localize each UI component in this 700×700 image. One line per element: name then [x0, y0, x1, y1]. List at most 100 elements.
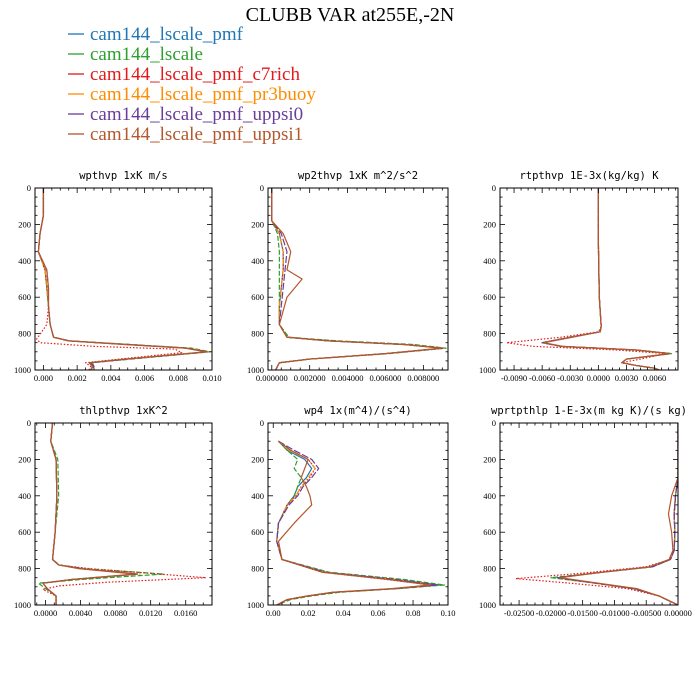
series-line [550, 423, 678, 605]
y-tick-label: 0 [27, 183, 31, 193]
y-tick-label: 1000 [479, 365, 496, 375]
series-line [515, 423, 678, 605]
legend-label: cam144_lscale_pmf_uppsi1 [90, 124, 303, 145]
legend-label: cam144_lscale_pmf [90, 24, 244, 45]
y-tick-label: 0 [492, 183, 496, 193]
y-tick-label: 600 [483, 292, 496, 302]
y-tick-label: 800 [483, 329, 496, 339]
series-line [36, 188, 183, 370]
legend-item: cam144_lscale_pmf_c7rich [68, 64, 300, 85]
legend-label: cam144_lscale [90, 44, 203, 65]
x-tick-label: 0.0040 [69, 608, 92, 618]
figure-title: CLUBB VAR at255E,-2N [246, 4, 455, 26]
x-tick-label: -0.01500 [567, 608, 597, 618]
series-group [505, 188, 673, 370]
x-tick-label: 0.008000 [407, 373, 439, 383]
y-tick-label: 1000 [247, 600, 264, 610]
plot-frame [34, 422, 213, 606]
series-line [541, 188, 672, 370]
x-tick-label: 0.02 [301, 608, 316, 618]
panel-title: rtpthvp 1E-3x(kg/kg) K [519, 170, 659, 182]
y-tick-label: 400 [251, 491, 264, 501]
x-tick-label: -0.02500 [504, 608, 534, 618]
y-tick-label: 200 [483, 219, 496, 229]
series-line [541, 188, 672, 370]
x-tick-label: 0.004000 [332, 373, 364, 383]
y-tick-label: 200 [18, 454, 31, 464]
x-tick-label: 0.08 [406, 608, 421, 618]
panel-title: wprtpthlp 1-E-3x(m kg K)/(s kg) [491, 405, 687, 417]
series-group [37, 423, 207, 605]
series-line [276, 440, 440, 605]
series-line [37, 188, 208, 370]
x-tick-label: 0.0160 [174, 608, 197, 618]
panel-title: wpthvp 1xK m/s [79, 170, 168, 182]
series-line [543, 188, 671, 370]
legend-item: cam144_lscale_pmf_uppsi0 [68, 104, 303, 125]
chart-panel: wp2thvp 1xK m^2/s^2020040060080010000.00… [247, 170, 449, 383]
x-tick-label: 0.0000 [34, 608, 57, 618]
y-tick-label: 1000 [14, 365, 31, 375]
series-line [37, 188, 211, 370]
series-group [276, 440, 446, 605]
series-line [37, 188, 210, 370]
series-line [541, 188, 673, 370]
series-line [559, 423, 678, 605]
y-tick-label: 400 [483, 256, 496, 266]
y-tick-label: 600 [251, 292, 264, 302]
x-tick-label: 0.06 [371, 608, 386, 618]
series-group [271, 188, 447, 370]
legend-label: cam144_lscale_pmf_pr3buoy [90, 84, 316, 105]
y-tick-label: 0 [27, 418, 31, 428]
legend-item: cam144_lscale_pmf_uppsi1 [68, 124, 303, 145]
y-tick-label: 800 [251, 329, 264, 339]
x-tick-label: 0.0080 [104, 608, 127, 618]
y-tick-label: 600 [18, 292, 31, 302]
x-tick-label: 0.00 [266, 608, 281, 618]
y-tick-label: 0 [260, 183, 264, 193]
y-tick-label: 0 [260, 418, 264, 428]
y-tick-label: 200 [18, 219, 31, 229]
y-tick-label: 1000 [479, 600, 496, 610]
x-tick-label: -0.0030 [557, 373, 583, 383]
legend-item: cam144_lscale_pmf_pr3buoy [68, 84, 316, 105]
y-tick-label: 800 [18, 564, 31, 574]
x-tick-label: -0.0090 [501, 373, 527, 383]
x-tick-label: -0.0060 [529, 373, 555, 383]
series-line [276, 440, 432, 605]
x-tick-label: 0.006000 [370, 373, 402, 383]
series-line [556, 423, 678, 605]
series-line [556, 423, 678, 605]
series-line [541, 188, 672, 370]
y-tick-label: 200 [251, 219, 264, 229]
y-tick-label: 800 [483, 564, 496, 574]
x-tick-label: 0.0030 [615, 373, 638, 383]
x-tick-label: 0.10 [441, 608, 456, 618]
x-tick-label: 0.04 [336, 608, 352, 618]
series-group [36, 188, 211, 370]
plot-frame [499, 422, 679, 606]
x-tick-label: 0.004 [101, 373, 121, 383]
panel-title: wp4 1x(m^4)/(s^4) [304, 405, 411, 417]
y-tick-label: 600 [18, 527, 31, 537]
legend-label: cam144_lscale_pmf_c7rich [90, 64, 300, 85]
x-tick-label: 0.000000 [256, 373, 288, 383]
y-tick-label: 200 [251, 454, 264, 464]
x-tick-label: -0.02000 [536, 608, 566, 618]
y-tick-label: 400 [18, 491, 31, 501]
series-group [515, 423, 678, 605]
chart-panel: rtpthvp 1E-3x(kg/kg) K02004006008001000-… [479, 170, 679, 383]
series-line [556, 423, 678, 605]
panel-title: thlpthvp 1xK^2 [79, 405, 168, 417]
x-tick-label: 0.0120 [139, 608, 162, 618]
y-tick-label: 400 [18, 256, 31, 266]
x-tick-label: 0.002000 [294, 373, 326, 383]
legend-item: cam144_lscale_pmf [68, 24, 244, 45]
y-tick-label: 600 [483, 527, 496, 537]
y-tick-label: 400 [251, 256, 264, 266]
x-tick-label: 0.000 [34, 373, 53, 383]
x-tick-label: -0.01000 [599, 608, 629, 618]
series-line [276, 440, 446, 605]
y-tick-label: 400 [483, 491, 496, 501]
